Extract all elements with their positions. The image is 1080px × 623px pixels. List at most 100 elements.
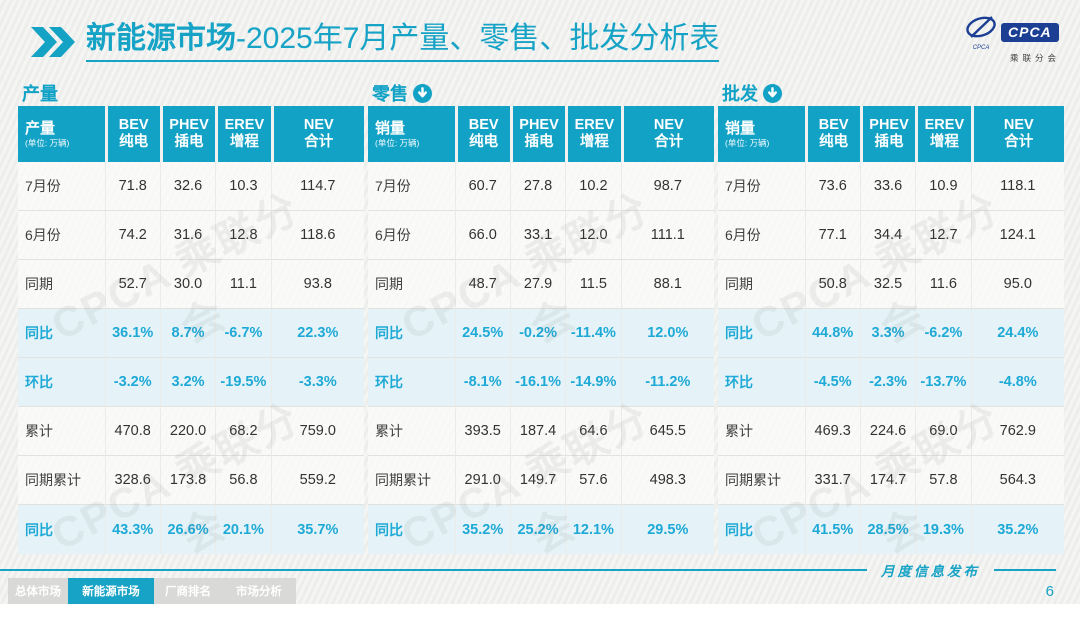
header-cell-erev: EREV 增程 (915, 106, 971, 162)
tab-market-analysis[interactable]: 市场分析 (222, 578, 296, 604)
production-section-head: 产量 (18, 80, 364, 106)
value-cell: -19.5% (215, 358, 271, 407)
value-cell: 27.8 (509, 162, 566, 211)
value-cell: 3.3% (859, 309, 916, 358)
table-row: 累计 469.3 224.6 69.0 762.9 (718, 407, 1064, 456)
value-cell: -3.3% (270, 358, 364, 407)
value-cell: 28.5% (859, 505, 916, 554)
header-cell-erev: EREV 增程 (215, 106, 271, 162)
value-cell: 12.0% (620, 309, 714, 358)
header-cell-bev: BEV 纯电 (454, 106, 510, 162)
value-cell: 3.2% (159, 358, 216, 407)
value-cell: 95.0 (970, 260, 1064, 309)
value-cell: 68.2 (215, 407, 271, 456)
row-label: 同比 (718, 505, 805, 554)
row-label: 同比 (18, 505, 105, 554)
value-cell: 43.3% (104, 505, 160, 554)
wholesale-section-head: 批发 (718, 80, 1064, 106)
row-label: 累计 (18, 407, 105, 456)
value-cell: -11.2% (620, 358, 714, 407)
row-label: 累计 (718, 407, 805, 456)
value-cell: 57.6 (565, 456, 621, 505)
production-table-section: CPCA 乘联分会 CPCA 乘联分会 产量 产量 (单位: 万辆) BEV纯电… (18, 80, 364, 562)
value-cell: 31.6 (159, 211, 216, 260)
value-cell: 44.8% (804, 309, 860, 358)
cpca-logo-text: CPCA (1001, 23, 1059, 42)
row-label: 累计 (368, 407, 455, 456)
header-cell-nev: NEV 合计 (620, 106, 714, 162)
table-row: 7月份 60.7 27.8 10.2 98.7 (368, 162, 714, 211)
value-cell: 118.6 (270, 211, 364, 260)
header-cell-phev: PHEV 插电 (509, 106, 566, 162)
publication-label: 月度信息发布 (881, 564, 980, 580)
value-cell: 12.1% (565, 505, 621, 554)
table-row: 同比 24.5% -0.2% -11.4% 12.0% (368, 309, 714, 358)
double-chevron-icon (30, 26, 76, 63)
value-cell: 149.7 (509, 456, 566, 505)
value-cell: -16.1% (509, 358, 566, 407)
cpca-logo-swoosh-icon: CPCA (964, 14, 998, 51)
value-cell: 220.0 (159, 407, 216, 456)
cpca-logo: CPCA CPCA 乘联分会 (964, 14, 1064, 64)
value-cell: 69.0 (915, 407, 971, 456)
page-title: 新能源市场-2025年7月产量、零售、批发分析表 (86, 22, 720, 62)
cpca-logo-subtext: 乘联分会 (1009, 53, 1060, 63)
value-cell: -2.3% (859, 358, 916, 407)
value-cell: 48.7 (454, 260, 510, 309)
value-cell: -6.2% (915, 309, 971, 358)
value-cell: 50.8 (804, 260, 860, 309)
tab-overall-market[interactable]: 总体市场 (8, 578, 68, 604)
table-row: 同比 44.8% 3.3% -6.2% 24.4% (718, 309, 1064, 358)
row-label: 同期 (18, 260, 105, 309)
value-cell: 19.3% (915, 505, 971, 554)
value-cell: 22.3% (270, 309, 364, 358)
value-cell: 331.7 (804, 456, 860, 505)
tab-nev-market[interactable]: 新能源市场 (68, 578, 154, 604)
table-row: 6月份 77.1 34.4 12.7 124.1 (718, 211, 1064, 260)
tab-manufacturer-ranking[interactable]: 厂商排名 (154, 578, 222, 604)
value-cell: 20.1% (215, 505, 271, 554)
value-cell: 77.1 (804, 211, 860, 260)
table-row: 同期累计 291.0 149.7 57.6 498.3 (368, 456, 714, 505)
table-row: 同比 35.2% 25.2% 12.1% 29.5% (368, 505, 714, 554)
table-row: 同期 48.7 27.9 11.5 88.1 (368, 260, 714, 309)
header-cell-phev: PHEV 插电 (159, 106, 216, 162)
row-label: 同期累计 (18, 456, 105, 505)
retail-table: 销量 (单位: 万辆) BEV 纯电 PHEV 插电 EREV 增程 NEV 合计 7月… (368, 106, 714, 554)
value-cell: 93.8 (270, 260, 364, 309)
value-cell: -13.7% (915, 358, 971, 407)
value-cell: 469.3 (804, 407, 860, 456)
retail-table-section: CPCA 乘联分会 CPCA 乘联分会 零售 销量 (单位 (368, 80, 714, 562)
table-row: 累计 393.5 187.4 64.6 645.5 (368, 407, 714, 456)
row-label: 7月份 (368, 162, 455, 211)
table-row: 7月份 71.8 32.6 10.3 114.7 (18, 162, 364, 211)
row-label: 环比 (18, 358, 105, 407)
value-cell: 393.5 (454, 407, 510, 456)
page-title-bold: 新能源市场 (86, 22, 236, 55)
value-cell: 36.1% (104, 309, 160, 358)
row-label: 同期 (368, 260, 455, 309)
header-cell-phev: PHEV 插电 (859, 106, 916, 162)
value-cell: -11.4% (565, 309, 621, 358)
value-cell: 33.1 (509, 211, 566, 260)
value-cell: 32.5 (859, 260, 916, 309)
value-cell: 559.2 (270, 456, 364, 505)
table-row: 同比 41.5% 28.5% 19.3% 35.2% (718, 505, 1064, 554)
table-row: 6月份 66.0 33.1 12.0 111.1 (368, 211, 714, 260)
row-label: 6月份 (718, 211, 805, 260)
value-cell: 74.2 (104, 211, 160, 260)
value-cell: 173.8 (159, 456, 216, 505)
value-cell: 35.2% (454, 505, 510, 554)
header-cell-nev: NEV 合计 (970, 106, 1064, 162)
table-row: 同期累计 331.7 174.7 57.8 564.3 (718, 456, 1064, 505)
value-cell: 174.7 (859, 456, 916, 505)
production-table: 产量 (单位: 万辆) BEV 纯电 PHEV 插电 EREV 增程 NEV 合计 7月… (18, 106, 364, 554)
footer-rule-left (0, 569, 867, 571)
down-arrow-circle-icon (763, 84, 782, 103)
row-label: 同比 (368, 309, 455, 358)
row-label: 6月份 (368, 211, 455, 260)
header-cell-erev: EREV 增程 (565, 106, 621, 162)
footer-tabs: 总体市场 新能源市场 厂商排名 市场分析 (8, 578, 296, 604)
production-section-label: 产量 (22, 84, 58, 104)
row-label: 同比 (368, 505, 455, 554)
